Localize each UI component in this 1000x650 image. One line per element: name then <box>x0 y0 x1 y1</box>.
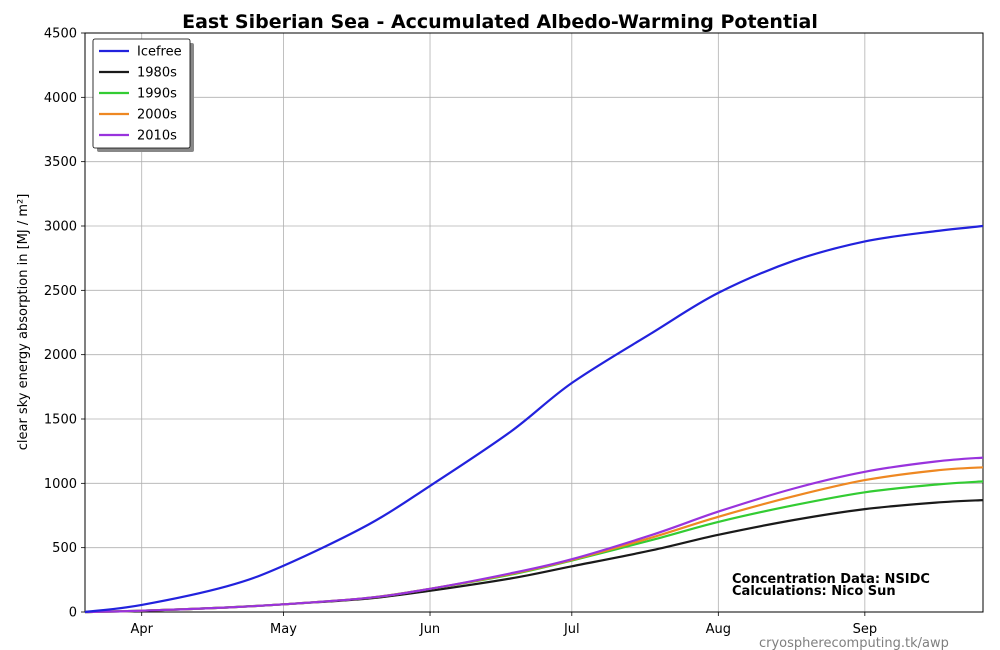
y-tick-label: 2000 <box>44 348 77 363</box>
x-tick-label: Jun <box>419 622 440 637</box>
legend-label-1980s: 1980s <box>137 66 177 81</box>
series-line-icefree <box>84 224 984 614</box>
legend-label-2010s: 2010s <box>137 129 177 144</box>
x-tick-label: Jul <box>563 622 580 637</box>
x-tick-label: Aug <box>706 622 731 637</box>
y-axis-label: clear sky energy absorption in [MJ / m²] <box>16 194 31 451</box>
x-tick-label: May <box>270 622 297 637</box>
y-axis: 0 500 1000 1500 2000 2500 3000 3500 4000 4500 <box>44 27 85 621</box>
grid <box>85 32 983 613</box>
series-line-2010s <box>84 456 984 614</box>
footer-url: cryospherecomputing.tk/awp <box>759 636 949 650</box>
legend-label-icefree: Icefree <box>137 45 182 60</box>
legend-label-2000s: 2000s <box>137 108 177 123</box>
x-tick-label: Apr <box>130 622 153 637</box>
x-tick-label: Sep <box>853 622 878 637</box>
series-lines <box>84 224 984 614</box>
annotation-data-source: Concentration Data: NSIDC <box>732 572 930 587</box>
y-tick-label: 1000 <box>44 477 77 492</box>
y-tick-label: 4000 <box>44 91 77 106</box>
y-tick-label: 3500 <box>44 155 77 170</box>
y-tick-label: 4500 <box>44 27 77 42</box>
y-tick-label: 500 <box>52 541 77 556</box>
y-tick-label: 2500 <box>44 284 77 299</box>
y-tick-label: 1500 <box>44 413 77 428</box>
annotation-calculations: Calculations: Nico Sun <box>732 584 896 599</box>
legend-box <box>92 38 191 149</box>
y-tick-label: 3000 <box>44 220 77 235</box>
chart-title: East Siberian Sea - Accumulated Albedo-W… <box>182 11 818 33</box>
legend-label-1990s: 1990s <box>137 87 177 102</box>
y-tick-label: 0 <box>69 606 77 621</box>
legend: Icefree 1980s 1990s 2000s 2010s <box>92 38 194 152</box>
x-axis: Apr May Jun Jul Aug Sep <box>130 612 877 637</box>
plot-frame <box>84 32 984 613</box>
